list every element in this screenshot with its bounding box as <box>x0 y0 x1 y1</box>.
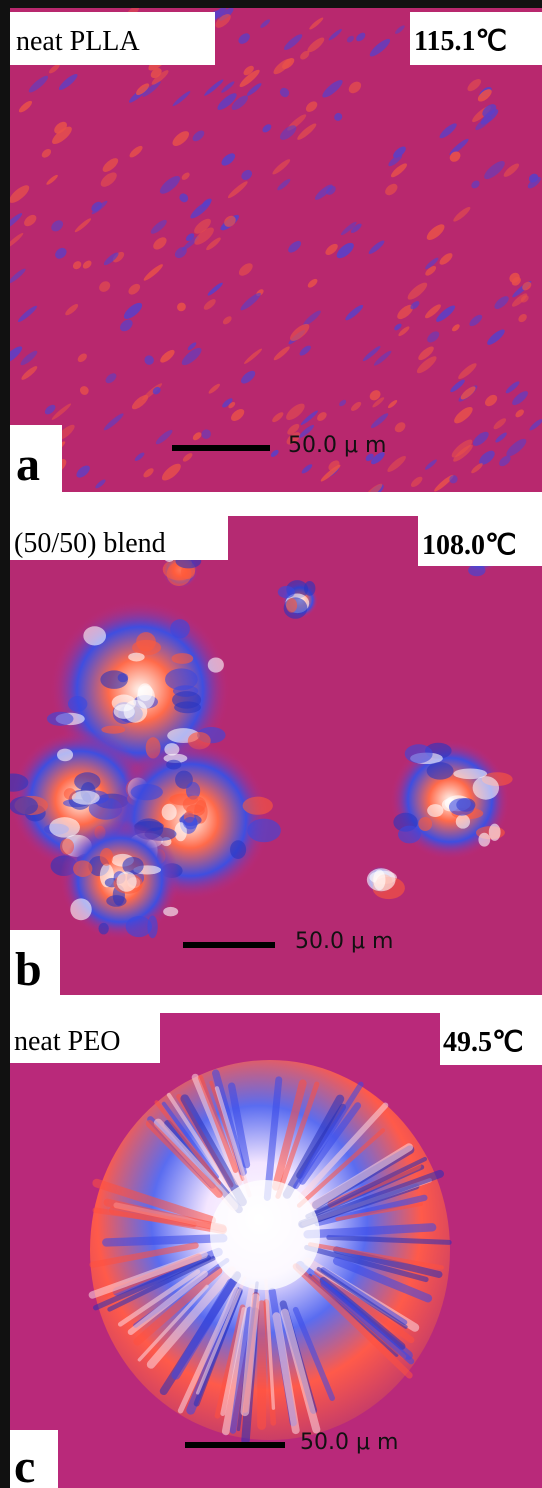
fragment <box>427 762 454 779</box>
fragment <box>243 797 273 815</box>
core <box>210 1180 320 1290</box>
fragment <box>73 860 92 877</box>
fragment <box>172 653 194 664</box>
fragment <box>47 712 74 726</box>
fragment <box>70 898 91 920</box>
fragment <box>100 670 128 688</box>
fragment <box>230 840 246 859</box>
scale-bar <box>172 445 270 451</box>
fragment <box>72 791 100 805</box>
fragment <box>162 804 177 821</box>
fragment <box>373 870 385 891</box>
fragment <box>172 691 201 709</box>
panel-letter: c <box>14 1440 35 1488</box>
fragment <box>57 749 73 762</box>
fragment <box>208 657 224 672</box>
left-border <box>0 0 10 1488</box>
sample-label: (50/50) blend <box>14 528 166 559</box>
sample-label: neat PEO <box>14 1026 121 1057</box>
fragment <box>478 833 490 847</box>
fragment <box>74 772 100 790</box>
fragment <box>456 815 470 829</box>
panel-letter: a <box>16 438 40 491</box>
fragment <box>68 696 87 712</box>
fragment <box>405 744 433 763</box>
fragment <box>170 619 190 638</box>
fragment <box>449 798 475 815</box>
fragment <box>100 848 113 866</box>
fragment <box>101 726 125 734</box>
fragment <box>98 923 108 935</box>
scale-bar <box>185 1442 285 1448</box>
fragment <box>10 797 38 816</box>
panel-letter: b <box>15 943 42 996</box>
fragment <box>247 819 281 843</box>
fragment <box>165 668 198 690</box>
fragment <box>166 760 181 770</box>
fragment <box>163 907 178 916</box>
fragment <box>164 743 179 755</box>
fragment <box>147 916 157 939</box>
fragment <box>468 565 485 577</box>
fragment <box>131 784 163 800</box>
fragment <box>286 598 297 613</box>
temperature-label: 108.0℃ <box>422 530 516 561</box>
fragment <box>49 817 80 837</box>
temperature-label: 115.1℃ <box>414 26 507 57</box>
scale-label: 50.0 μ m <box>300 1430 398 1455</box>
fragment <box>83 626 106 645</box>
fragment <box>183 796 206 814</box>
fragment <box>278 586 295 598</box>
fragment <box>183 817 198 829</box>
fragment <box>117 871 137 891</box>
scale-label: 50.0 μ m <box>288 433 386 458</box>
fibril <box>106 1238 223 1242</box>
fragment <box>138 683 153 701</box>
fragment <box>114 704 135 719</box>
fragment <box>128 653 144 662</box>
fragment <box>427 804 443 817</box>
top-border <box>0 0 542 8</box>
fragment <box>453 768 487 779</box>
temperature-label: 49.5℃ <box>443 1027 523 1058</box>
panel-c-texture <box>90 1060 450 1440</box>
scale-bar <box>183 942 275 948</box>
figure: neat PLLA 115.1℃ 50.0 μ m a (50/50) blen… <box>0 0 542 1488</box>
fragment <box>418 817 432 831</box>
fragment <box>398 826 421 844</box>
sample-label: neat PLLA <box>16 26 140 57</box>
fragment <box>106 895 126 907</box>
scale-label: 50.0 μ m <box>295 929 393 954</box>
fragment <box>489 824 501 841</box>
fragment <box>473 776 499 800</box>
